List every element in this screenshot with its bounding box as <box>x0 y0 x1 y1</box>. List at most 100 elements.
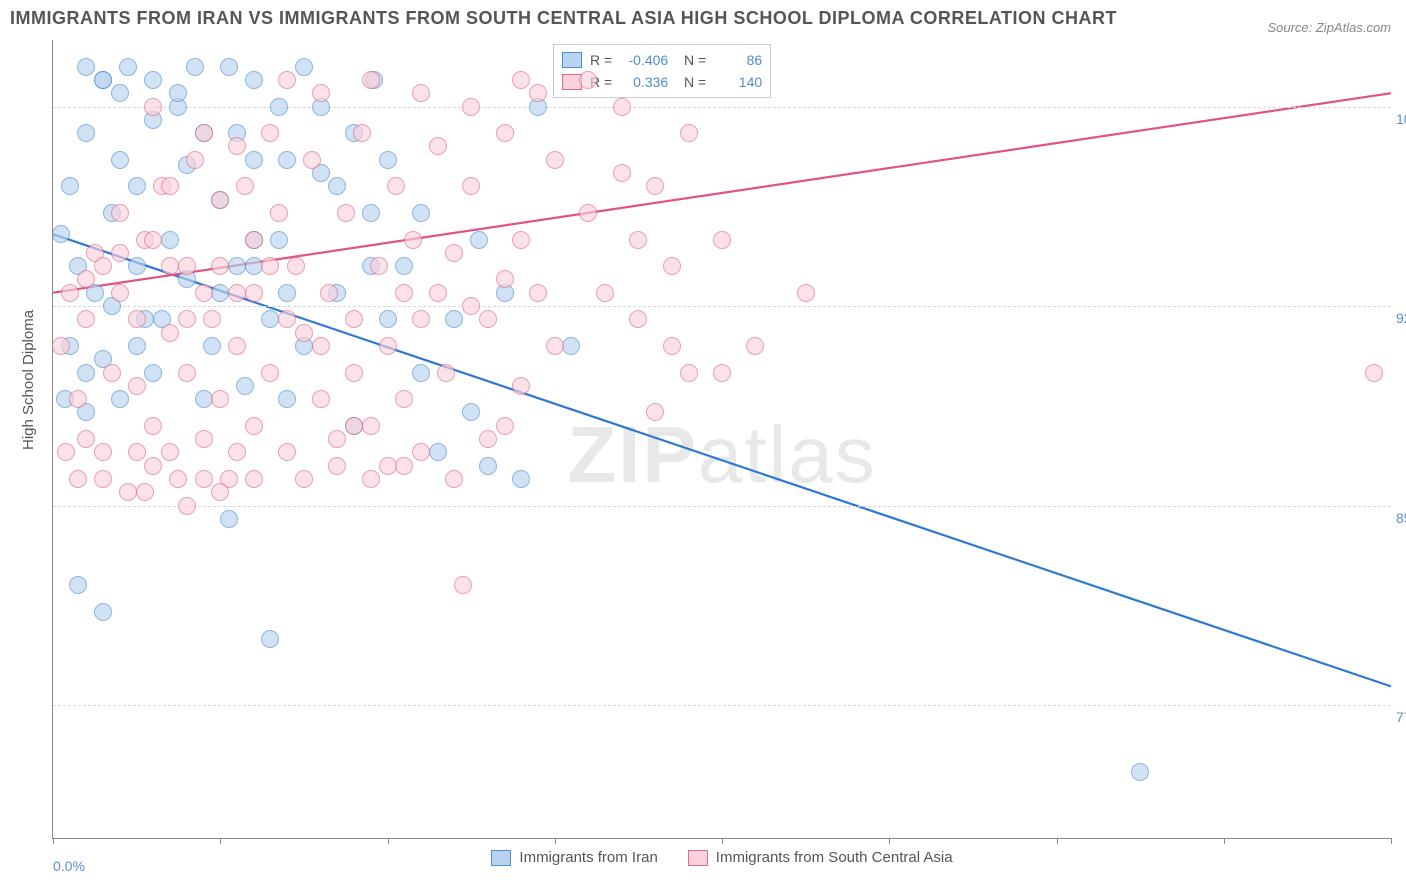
data-point <box>186 151 204 169</box>
data-point <box>77 124 95 142</box>
data-point <box>77 364 95 382</box>
data-point <box>203 310 221 328</box>
data-point <box>278 310 296 328</box>
data-point <box>161 324 179 342</box>
data-point <box>512 231 530 249</box>
data-point <box>128 177 146 195</box>
data-point <box>211 191 229 209</box>
data-point <box>713 231 731 249</box>
data-point <box>312 337 330 355</box>
data-point <box>429 443 447 461</box>
data-point <box>144 231 162 249</box>
data-point <box>362 417 380 435</box>
data-point <box>613 98 631 116</box>
data-point <box>387 177 405 195</box>
data-point <box>278 390 296 408</box>
data-point <box>496 270 514 288</box>
data-point <box>445 310 463 328</box>
data-point <box>144 98 162 116</box>
data-point <box>345 417 363 435</box>
data-point <box>228 257 246 275</box>
gridline <box>53 705 1391 706</box>
x-tick-label: 0.0% <box>53 858 85 874</box>
swatch-blue-icon <box>562 52 582 68</box>
data-point <box>579 204 597 222</box>
data-point <box>320 284 338 302</box>
swatch-blue-icon <box>491 850 511 866</box>
stat-label-n: N = <box>676 71 706 93</box>
data-point <box>128 337 146 355</box>
data-point <box>228 443 246 461</box>
data-point <box>178 364 196 382</box>
data-point <box>395 257 413 275</box>
data-point <box>479 310 497 328</box>
x-tick <box>889 838 890 844</box>
bottom-legend: Immigrants from Iran Immigrants from Sou… <box>53 849 1391 866</box>
data-point <box>278 284 296 302</box>
data-point <box>429 137 447 155</box>
x-tick <box>555 838 556 844</box>
gridline <box>53 306 1391 307</box>
data-point <box>529 284 547 302</box>
data-point <box>437 364 455 382</box>
data-point <box>278 443 296 461</box>
data-point <box>270 231 288 249</box>
data-point <box>295 324 313 342</box>
data-point <box>395 284 413 302</box>
data-point <box>111 244 129 262</box>
data-point <box>646 403 664 421</box>
data-point <box>94 257 112 275</box>
data-point <box>136 483 154 501</box>
data-point <box>562 337 580 355</box>
data-point <box>462 297 480 315</box>
data-point <box>211 284 229 302</box>
data-point <box>454 576 472 594</box>
data-point <box>479 457 497 475</box>
data-point <box>512 377 530 395</box>
data-point <box>144 71 162 89</box>
swatch-pink-icon <box>688 850 708 866</box>
data-point <box>245 417 263 435</box>
data-point <box>1365 364 1383 382</box>
data-point <box>94 603 112 621</box>
data-point <box>429 284 447 302</box>
data-point <box>211 257 229 275</box>
data-point <box>529 84 547 102</box>
data-point <box>579 71 597 89</box>
data-point <box>479 430 497 448</box>
data-point <box>128 257 146 275</box>
data-point <box>119 483 137 501</box>
data-point <box>303 151 321 169</box>
data-point <box>69 470 87 488</box>
data-point <box>1131 763 1149 781</box>
data-point <box>111 151 129 169</box>
y-tick-label: 77.5% <box>1396 709 1406 725</box>
data-point <box>94 470 112 488</box>
stats-row-series-0: R = -0.406 N = 86 <box>562 49 762 71</box>
x-tick <box>1057 838 1058 844</box>
stat-label-r: R = <box>590 49 612 71</box>
page-title: IMMIGRANTS FROM IRAN VS IMMIGRANTS FROM … <box>10 8 1117 29</box>
data-point <box>362 71 380 89</box>
data-point <box>379 337 397 355</box>
data-point <box>94 71 112 89</box>
data-point <box>52 337 70 355</box>
stat-value-n0: 86 <box>714 49 762 71</box>
data-point <box>395 390 413 408</box>
data-point <box>295 470 313 488</box>
data-point <box>57 443 75 461</box>
data-point <box>128 443 146 461</box>
data-point <box>245 284 263 302</box>
data-point <box>111 204 129 222</box>
data-point <box>161 231 179 249</box>
data-point <box>345 364 363 382</box>
data-point <box>261 124 279 142</box>
data-point <box>370 257 388 275</box>
stat-value-r1: 0.336 <box>620 71 668 93</box>
data-point <box>713 364 731 382</box>
data-point <box>328 430 346 448</box>
data-point <box>613 164 631 182</box>
stat-value-r0: -0.406 <box>620 49 668 71</box>
data-point <box>261 364 279 382</box>
data-point <box>228 137 246 155</box>
